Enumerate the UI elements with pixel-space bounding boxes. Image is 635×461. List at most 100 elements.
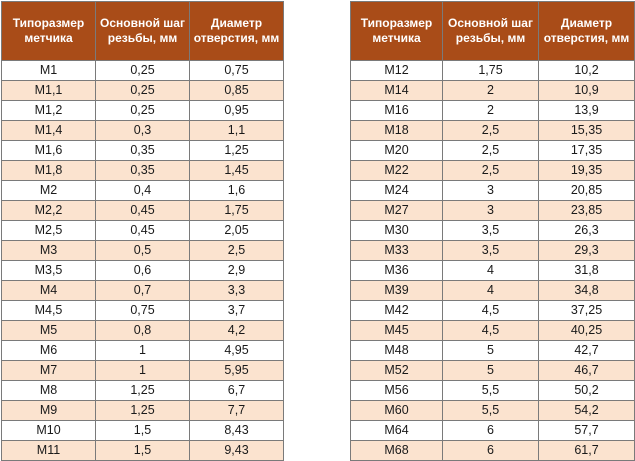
tap-size-cell: М7 (1, 360, 96, 381)
hole-diameter-cell: 17,35 (538, 140, 635, 161)
thread-pitch-cell: 0,25 (95, 60, 190, 81)
hole-diameter-cell: 37,25 (538, 300, 635, 321)
table-row: М1 0,25 0,75 (1, 60, 284, 81)
thread-pitch-cell: 3 (442, 200, 539, 221)
table-row: М14 2 10,9 (350, 80, 635, 101)
hole-diameter-cell: 2,9 (189, 260, 284, 281)
thread-pitch-cell: 5 (442, 360, 539, 381)
hole-diameter-cell: 1,25 (189, 140, 284, 161)
tap-size-cell: М12 (350, 60, 443, 81)
thread-pitch-cell: 1,5 (95, 420, 190, 441)
table-row: М52 5 46,7 (350, 360, 635, 381)
table-row: М20 2,5 17,35 (350, 140, 635, 161)
hole-diameter-cell: 20,85 (538, 180, 635, 201)
header-row: Типоразмер метчика Основной шаг резьбы, … (350, 1, 635, 61)
table-row: М1,2 0,25 0,95 (1, 100, 284, 121)
table-row: М1,8 0,35 1,45 (1, 160, 284, 181)
table-row: М9 1,25 7,7 (1, 400, 284, 421)
hole-diameter-cell: 61,7 (538, 440, 635, 461)
header-thread-pitch: Основной шаг резьбы, мм (95, 1, 190, 61)
table-row: М8 1,25 6,7 (1, 380, 284, 401)
hole-diameter-cell: 4,95 (189, 340, 284, 361)
thread-pitch-cell: 0,3 (95, 120, 190, 141)
thread-pitch-cell: 6 (442, 420, 539, 441)
tap-size-cell: М4 (1, 280, 96, 301)
table-row: М2 0,4 1,6 (1, 180, 284, 201)
tap-size-cell: М39 (350, 280, 443, 301)
thread-pitch-cell: 1 (95, 360, 190, 381)
tap-size-cell: М3,5 (1, 260, 96, 281)
tap-size-cell: М2,5 (1, 220, 96, 241)
table-row: М39 4 34,8 (350, 280, 635, 301)
tap-table-left: Типоразмер метчика Основной шаг резьбы, … (1, 1, 284, 461)
hole-diameter-cell: 42,7 (538, 340, 635, 361)
tap-size-cell: М1,8 (1, 160, 96, 181)
table-row: М27 3 23,85 (350, 200, 635, 221)
hole-diameter-cell: 10,9 (538, 80, 635, 101)
thread-pitch-cell: 0,35 (95, 140, 190, 161)
tap-size-cell: М22 (350, 160, 443, 181)
hole-diameter-cell: 31,8 (538, 260, 635, 281)
header-tap-size: Типоразмер метчика (350, 1, 443, 61)
thread-pitch-cell: 5,5 (442, 400, 539, 421)
hole-diameter-cell: 34,8 (538, 280, 635, 301)
thread-pitch-cell: 0,6 (95, 260, 190, 281)
table-row: М48 5 42,7 (350, 340, 635, 361)
hole-diameter-cell: 10,2 (538, 60, 635, 81)
tap-size-cell: М20 (350, 140, 443, 161)
hole-diameter-cell: 46,7 (538, 360, 635, 381)
table-row: М4,5 0,75 3,7 (1, 300, 284, 321)
hole-diameter-cell: 50,2 (538, 380, 635, 401)
thread-pitch-cell: 0,75 (95, 300, 190, 321)
thread-pitch-cell: 0,4 (95, 180, 190, 201)
tap-size-cell: М18 (350, 120, 443, 141)
thread-pitch-cell: 4 (442, 260, 539, 281)
table-row: М45 4,5 40,25 (350, 320, 635, 341)
thread-pitch-cell: 0,35 (95, 160, 190, 181)
table-row: М1,6 0,35 1,25 (1, 140, 284, 161)
thread-pitch-cell: 0,25 (95, 80, 190, 101)
thread-pitch-cell: 3,5 (442, 240, 539, 261)
table-row: М10 1,5 8,43 (1, 420, 284, 441)
tap-size-cell: М27 (350, 200, 443, 221)
hole-diameter-cell: 2,05 (189, 220, 284, 241)
hole-diameter-cell: 1,6 (189, 180, 284, 201)
tap-size-cell: М9 (1, 400, 96, 421)
hole-diameter-cell: 1,1 (189, 120, 284, 141)
tap-size-cell: М68 (350, 440, 443, 461)
table-row: М4 0,7 3,3 (1, 280, 284, 301)
table-row: М3,5 0,6 2,9 (1, 260, 284, 281)
table-row: М60 5,5 54,2 (350, 400, 635, 421)
tap-size-cell: М56 (350, 380, 443, 401)
thread-pitch-cell: 3 (442, 180, 539, 201)
hole-diameter-cell: 3,7 (189, 300, 284, 321)
tap-size-cell: М6 (1, 340, 96, 361)
tap-size-cell: М64 (350, 420, 443, 441)
table-row: М33 3,5 29,3 (350, 240, 635, 261)
hole-diameter-cell: 40,25 (538, 320, 635, 341)
hole-diameter-cell: 13,9 (538, 100, 635, 121)
tap-size-cell: М60 (350, 400, 443, 421)
table-row: М36 4 31,8 (350, 260, 635, 281)
table-row: М6 1 4,95 (1, 340, 284, 361)
tap-size-cell: М1,6 (1, 140, 96, 161)
hole-diameter-cell: 0,85 (189, 80, 284, 101)
table-row: М30 3,5 26,3 (350, 220, 635, 241)
thread-pitch-cell: 0,45 (95, 200, 190, 221)
thread-pitch-cell: 4,5 (442, 320, 539, 341)
hole-diameter-cell: 23,85 (538, 200, 635, 221)
hole-diameter-cell: 7,7 (189, 400, 284, 421)
hole-diameter-cell: 9,43 (189, 440, 284, 461)
hole-diameter-cell: 26,3 (538, 220, 635, 241)
hole-diameter-cell: 8,43 (189, 420, 284, 441)
table-row: М12 1,75 10,2 (350, 60, 635, 81)
hole-diameter-cell: 0,95 (189, 100, 284, 121)
tap-size-cell: М45 (350, 320, 443, 341)
thread-pitch-cell: 5,5 (442, 380, 539, 401)
tap-size-cell: М14 (350, 80, 443, 101)
table-row: М1,4 0,3 1,1 (1, 120, 284, 141)
hole-diameter-cell: 19,35 (538, 160, 635, 181)
table-row: М16 2 13,9 (350, 100, 635, 121)
tap-size-cell: М2 (1, 180, 96, 201)
table-row: М22 2,5 19,35 (350, 160, 635, 181)
